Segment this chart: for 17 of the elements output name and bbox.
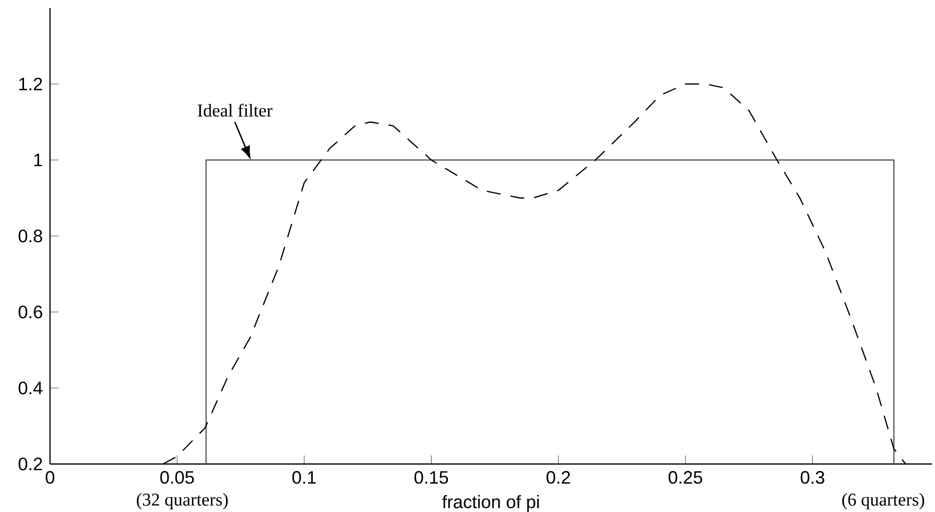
text: (32 quarters) [136, 493, 228, 510]
y-tick-label: 0.2 [18, 458, 42, 470]
text: (6 quarters) [842, 493, 924, 510]
x-tick-label: 0 [46, 471, 54, 484]
x-tick-label: 0.3 [800, 471, 824, 484]
x-tick-label: 0.15 [414, 471, 448, 484]
y-tick-label: 1.2 [19, 78, 42, 90]
x-tick-label: 0.1 [292, 471, 316, 484]
annotation: Ideal filter [198, 104, 272, 117]
x-axis-title: fraction of pi [442, 495, 539, 512]
x-tick-label: 0.25 [668, 471, 702, 484]
x-tick-label: 0.2 [546, 471, 570, 484]
x-tick-label: 0.05 [160, 471, 194, 484]
y-tick-label: 0.8 [18, 230, 42, 242]
y-tick-label: 1 [34, 154, 42, 166]
y-tick-label: 0.4 [18, 382, 42, 394]
y-tick-label: 0.6 [18, 306, 42, 318]
